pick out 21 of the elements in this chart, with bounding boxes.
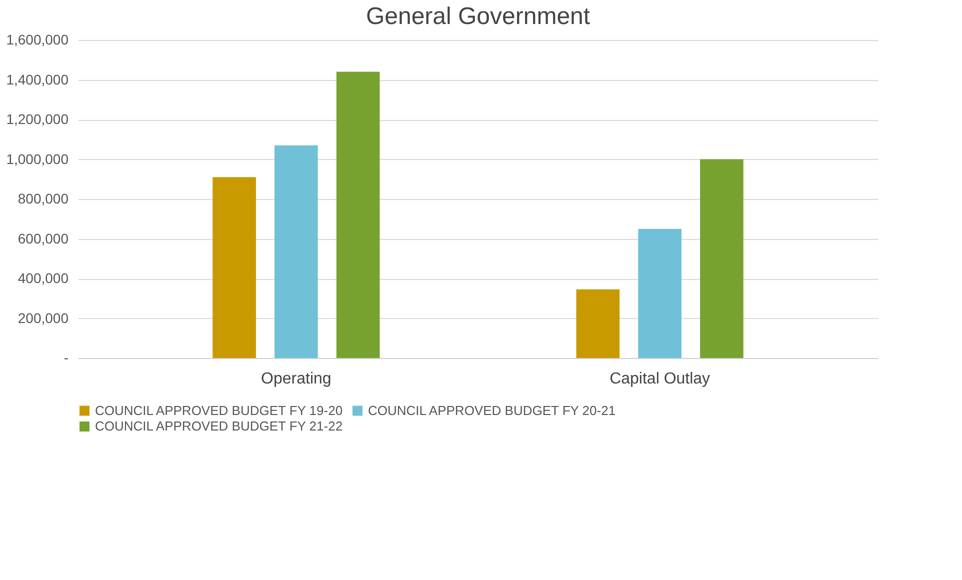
x-tick-label: Operating	[261, 370, 332, 388]
bar	[700, 159, 744, 358]
y-tick-label: 600,000	[18, 230, 69, 246]
y-tick-label: 1,600,000	[6, 32, 69, 48]
y-tick-label: 200,000	[18, 310, 69, 326]
bar	[576, 289, 620, 358]
y-tick-label: 1,200,000	[6, 111, 69, 127]
bar	[212, 177, 256, 358]
bar	[274, 145, 318, 358]
y-tick-label: -	[64, 350, 69, 366]
y-tick-label: 1,000,000	[6, 150, 69, 167]
chart-title: General Government	[366, 3, 590, 30]
y-tick-label: 400,000	[18, 270, 69, 286]
legend-label: COUNCIL APPROVED BUDGET FY 21-22	[95, 418, 343, 434]
legend-label: COUNCIL APPROVED BUDGET FY 19-20	[95, 402, 343, 418]
y-tick-label: 800,000	[18, 190, 69, 206]
bar	[638, 228, 682, 358]
legend-label: COUNCIL APPROVED BUDGET FY 20-21	[368, 402, 616, 418]
x-tick-label: Capital Outlay	[610, 370, 710, 388]
bar	[336, 72, 380, 358]
y-tick-label: 1,400,000	[6, 71, 69, 88]
